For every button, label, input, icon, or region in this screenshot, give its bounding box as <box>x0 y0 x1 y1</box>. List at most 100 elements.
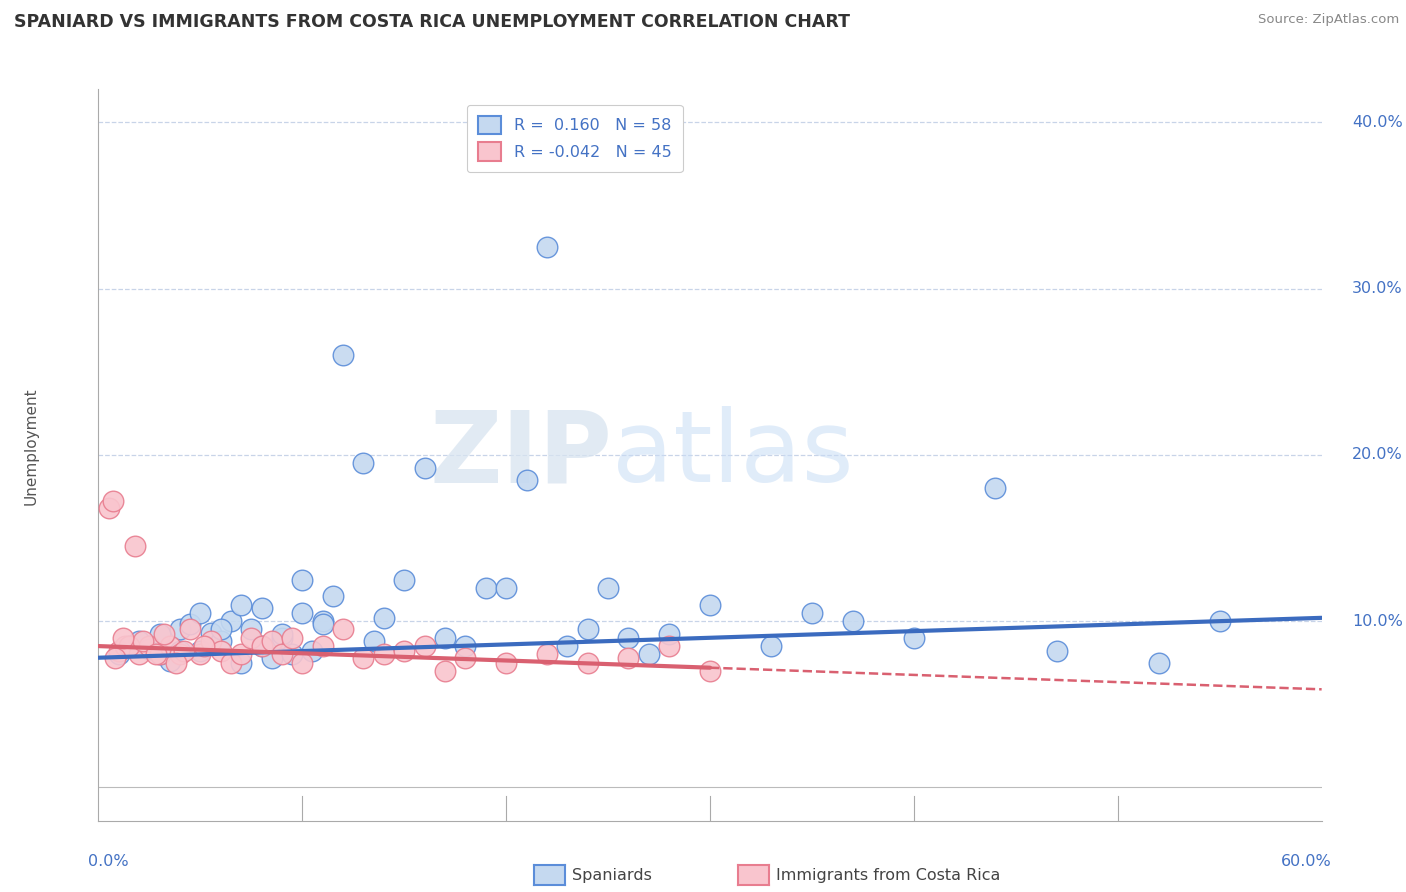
Point <box>1147 656 1170 670</box>
Point <box>373 611 395 625</box>
Point <box>104 650 127 665</box>
Point <box>260 650 283 665</box>
Point <box>149 648 172 662</box>
Point <box>231 598 253 612</box>
Point <box>413 461 436 475</box>
Point <box>101 494 124 508</box>
Point <box>454 650 477 665</box>
Point <box>658 639 681 653</box>
Point <box>128 648 150 662</box>
Point <box>250 639 273 653</box>
Text: 10.0%: 10.0% <box>1353 614 1403 629</box>
Point <box>291 656 314 670</box>
Point <box>231 648 253 662</box>
Text: 40.0%: 40.0% <box>1353 115 1403 130</box>
Text: Unemployment: Unemployment <box>24 387 38 505</box>
Point <box>169 623 191 637</box>
Text: atlas: atlas <box>612 407 853 503</box>
Point <box>209 634 232 648</box>
Point <box>111 631 134 645</box>
Point <box>596 581 619 595</box>
Point <box>240 623 263 637</box>
Point <box>699 598 721 612</box>
Point <box>132 634 155 648</box>
Point <box>138 639 160 653</box>
Point <box>281 631 304 645</box>
Point <box>413 639 436 653</box>
Point <box>474 581 498 595</box>
Point <box>576 623 599 637</box>
Point <box>637 648 661 662</box>
Point <box>903 631 925 645</box>
Point <box>138 642 160 657</box>
Point <box>193 639 215 653</box>
Point <box>270 648 294 662</box>
Point <box>159 639 181 653</box>
Point <box>179 623 201 637</box>
Point <box>301 644 323 658</box>
Text: ZIP: ZIP <box>429 407 612 503</box>
Point <box>152 627 174 641</box>
Point <box>536 240 558 254</box>
Point <box>231 656 253 670</box>
Point <box>149 627 172 641</box>
Point <box>173 644 195 658</box>
Point <box>124 539 146 553</box>
Point <box>984 481 1007 495</box>
Point <box>128 634 150 648</box>
Point <box>179 617 201 632</box>
Point <box>188 606 212 620</box>
Point <box>200 625 222 640</box>
Point <box>108 648 131 662</box>
Point <box>312 617 335 632</box>
Point <box>281 648 304 662</box>
Point <box>270 631 294 645</box>
Text: SPANIARD VS IMMIGRANTS FROM COSTA RICA UNEMPLOYMENT CORRELATION CHART: SPANIARD VS IMMIGRANTS FROM COSTA RICA U… <box>14 13 851 31</box>
Point <box>658 627 681 641</box>
Point <box>209 623 232 637</box>
Point <box>433 631 456 645</box>
Point <box>108 644 131 658</box>
Point <box>617 631 640 645</box>
Point <box>118 639 141 653</box>
Point <box>352 650 374 665</box>
Point <box>219 656 242 670</box>
Text: 20.0%: 20.0% <box>1353 448 1403 462</box>
Point <box>312 614 335 628</box>
Point <box>759 639 782 653</box>
Point <box>312 639 335 653</box>
Text: Source: ZipAtlas.com: Source: ZipAtlas.com <box>1258 13 1399 27</box>
Point <box>363 634 385 648</box>
Legend: R =  0.160   N = 58, R = -0.042   N = 45: R = 0.160 N = 58, R = -0.042 N = 45 <box>467 104 682 172</box>
Point <box>373 648 395 662</box>
Point <box>169 648 191 662</box>
Point <box>841 614 863 628</box>
Text: Spaniards: Spaniards <box>572 868 652 882</box>
Point <box>165 656 187 670</box>
Point <box>555 639 579 653</box>
Point <box>240 631 263 645</box>
Point <box>250 600 273 615</box>
Point <box>114 639 136 653</box>
Point <box>260 634 283 648</box>
Point <box>699 664 721 678</box>
Point <box>454 639 477 653</box>
Point <box>801 606 824 620</box>
Point <box>322 589 344 603</box>
Point <box>149 648 172 662</box>
Point <box>495 656 517 670</box>
Point <box>536 648 558 662</box>
Point <box>576 656 599 670</box>
Point <box>291 606 314 620</box>
Point <box>169 644 191 658</box>
Point <box>188 644 212 658</box>
Point <box>188 648 212 662</box>
Point <box>250 639 273 653</box>
Point <box>291 573 314 587</box>
Text: 30.0%: 30.0% <box>1353 281 1403 296</box>
Point <box>1045 644 1069 658</box>
Point <box>270 627 294 641</box>
Point <box>159 654 181 668</box>
Point <box>145 648 167 662</box>
Point <box>392 644 416 658</box>
